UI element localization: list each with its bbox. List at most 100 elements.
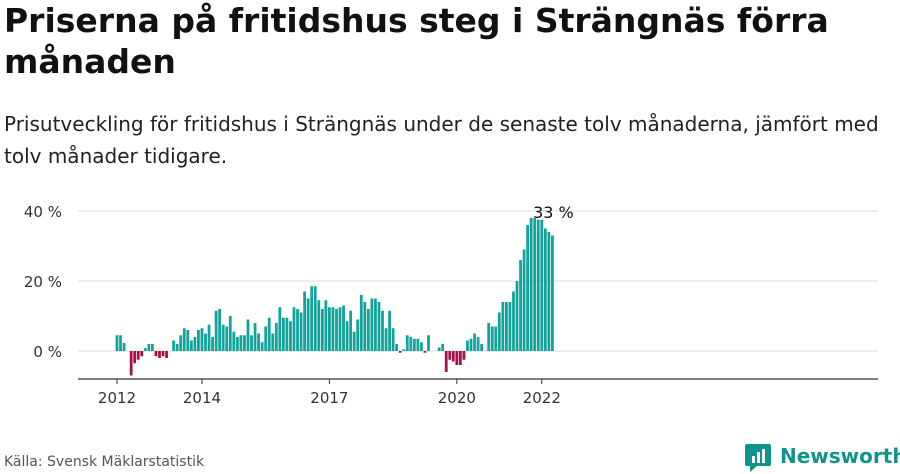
bar xyxy=(331,307,335,351)
x-tick-label: 2014 xyxy=(183,389,221,407)
bar xyxy=(444,351,448,372)
bar xyxy=(505,302,508,351)
bar xyxy=(547,232,551,351)
annotation-label: 33 % xyxy=(533,203,574,222)
bar xyxy=(448,351,452,360)
bar xyxy=(271,333,275,351)
bar xyxy=(143,348,147,351)
bar xyxy=(458,351,462,365)
bar xyxy=(381,310,384,351)
bar xyxy=(193,337,197,351)
x-tick-label: 2022 xyxy=(523,389,561,407)
bar xyxy=(366,309,370,351)
y-tick-label: 0 % xyxy=(33,343,62,361)
bar xyxy=(356,319,360,351)
bar xyxy=(310,286,314,351)
bar xyxy=(140,351,144,357)
bar xyxy=(197,330,200,351)
brand[interactable]: Newsworthy xyxy=(744,440,900,472)
bar xyxy=(306,298,310,351)
bar xyxy=(119,335,122,351)
bar xyxy=(497,312,501,351)
bar xyxy=(437,347,441,351)
bar xyxy=(257,333,260,351)
source-note: Källa: Svensk Mäklarstatistik xyxy=(4,454,205,470)
bar xyxy=(225,326,229,351)
bar xyxy=(299,312,303,351)
bar xyxy=(551,235,554,351)
bar xyxy=(384,328,388,351)
bar xyxy=(466,340,469,351)
bar xyxy=(402,349,406,351)
bar xyxy=(377,302,381,351)
bar xyxy=(320,309,324,351)
bar xyxy=(267,317,271,351)
y-tick-label: 20 % xyxy=(24,273,62,291)
bar xyxy=(345,321,349,351)
bar xyxy=(303,291,307,351)
bar xyxy=(363,302,367,351)
bar xyxy=(519,260,522,351)
bar xyxy=(494,326,498,351)
bar xyxy=(218,309,222,351)
bar xyxy=(182,328,186,351)
bar xyxy=(232,331,236,351)
bar xyxy=(250,335,253,351)
bar xyxy=(395,344,399,351)
bar xyxy=(501,302,505,351)
bar xyxy=(115,335,119,351)
x-tick-label: 2017 xyxy=(310,389,348,407)
bar xyxy=(264,326,268,351)
bars xyxy=(115,218,554,376)
bar xyxy=(342,305,345,351)
bar xyxy=(292,307,296,351)
bar xyxy=(285,317,289,351)
bar xyxy=(526,225,530,351)
bar xyxy=(165,351,168,358)
bar xyxy=(536,219,540,351)
bar xyxy=(175,344,179,351)
bar xyxy=(221,324,225,351)
bar xyxy=(349,310,353,351)
bar xyxy=(338,307,342,351)
bar xyxy=(540,219,544,351)
bar xyxy=(204,333,207,351)
bar xyxy=(469,338,473,351)
bar xyxy=(129,351,133,376)
bar xyxy=(228,316,232,351)
bar xyxy=(476,337,480,351)
bar xyxy=(416,338,420,351)
bar-chart: 0 % 20 % 40 % 2012 2014 2017 2020 2022 33 % xyxy=(24,203,878,407)
bar xyxy=(352,331,356,351)
x-tick-label: 2020 xyxy=(438,389,476,407)
bar xyxy=(281,317,285,351)
bar xyxy=(328,307,331,351)
bar xyxy=(235,337,239,351)
bar xyxy=(374,298,377,351)
bar xyxy=(253,323,257,351)
bar xyxy=(388,310,391,351)
bar xyxy=(405,335,409,351)
bar xyxy=(522,249,526,351)
bar xyxy=(154,351,158,357)
bar xyxy=(515,281,519,351)
bar xyxy=(161,351,165,357)
bar xyxy=(359,295,363,351)
bar xyxy=(172,340,176,351)
bar xyxy=(324,300,328,351)
bar xyxy=(487,323,491,351)
bar xyxy=(533,218,537,351)
bar xyxy=(151,344,154,351)
bar xyxy=(529,218,533,351)
bar xyxy=(543,228,547,351)
bar xyxy=(158,351,161,358)
newsworthy-logo-icon xyxy=(745,444,771,472)
x-axis xyxy=(78,378,878,384)
bar xyxy=(296,309,299,351)
bar xyxy=(147,344,151,351)
bar xyxy=(313,286,317,351)
bar xyxy=(179,335,183,351)
bar xyxy=(207,324,211,351)
bar xyxy=(473,333,476,351)
bar xyxy=(409,337,413,351)
